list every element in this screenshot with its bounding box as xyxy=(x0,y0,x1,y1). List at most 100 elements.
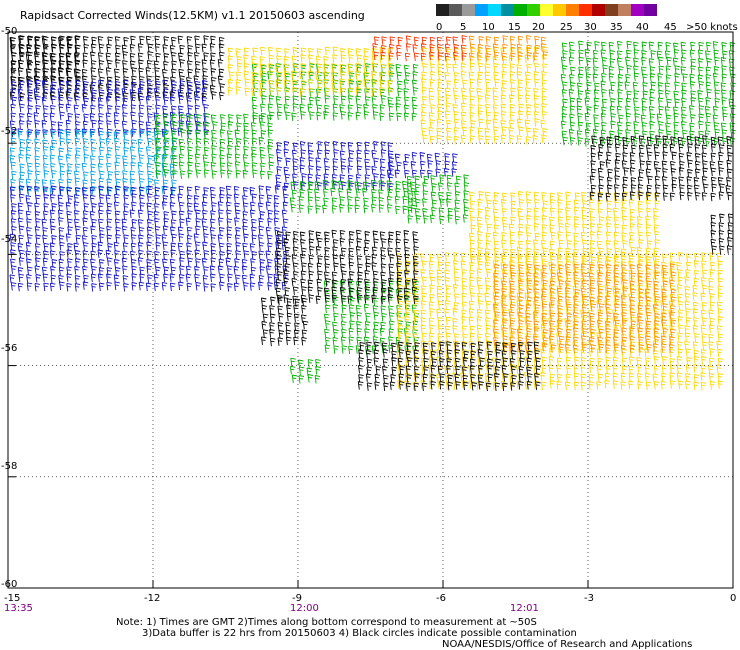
wind-barb xyxy=(201,43,208,53)
wind-barb xyxy=(66,282,72,292)
wind-barb xyxy=(333,329,339,338)
wind-barb xyxy=(204,113,211,122)
wind-barb xyxy=(570,66,576,76)
wind-barb xyxy=(469,200,476,209)
wind-barb xyxy=(414,373,420,382)
wind-barb xyxy=(195,209,201,219)
wind-barb xyxy=(598,328,605,338)
wind-barb xyxy=(412,104,418,114)
wind-barb xyxy=(556,364,562,374)
wind-barb xyxy=(605,159,612,168)
wind-barb xyxy=(113,119,120,129)
wind-barb xyxy=(676,284,683,293)
wind-barb xyxy=(565,349,572,358)
wind-barb xyxy=(446,63,452,72)
wind-barb xyxy=(525,136,532,145)
wind-barb xyxy=(677,293,683,302)
wind-barb xyxy=(646,191,652,201)
wind-barb xyxy=(275,63,281,73)
wind-barb xyxy=(66,273,72,282)
wind-barb xyxy=(469,325,476,335)
wind-barb xyxy=(145,282,152,292)
wind-barb xyxy=(260,130,267,139)
wind-barb xyxy=(317,141,323,150)
wind-barb xyxy=(581,191,587,201)
wind-barb xyxy=(276,87,283,96)
wind-barb xyxy=(34,226,41,235)
wind-barb xyxy=(605,240,612,249)
wind-barb xyxy=(630,135,637,145)
wind-barb xyxy=(644,253,651,262)
wind-barb xyxy=(436,36,443,46)
wind-barb xyxy=(66,138,72,148)
wind-barb xyxy=(593,104,600,114)
wind-barb xyxy=(202,67,208,77)
wind-barb xyxy=(725,185,732,194)
wind-barb xyxy=(492,118,499,127)
wind-barb xyxy=(436,118,443,127)
wind-barb xyxy=(437,316,443,326)
wind-barb xyxy=(477,104,484,113)
wind-barb xyxy=(501,52,507,62)
wind-barb xyxy=(129,170,136,180)
wind-barb xyxy=(437,253,443,263)
wind-barb xyxy=(163,273,169,282)
wind-barb xyxy=(533,95,540,104)
wind-barb xyxy=(470,342,477,352)
wind-barb xyxy=(558,343,565,353)
wind-barb xyxy=(58,96,64,105)
wind-barb xyxy=(147,43,154,53)
wind-barb xyxy=(307,359,314,368)
wind-barb xyxy=(657,97,664,106)
wind-barb xyxy=(340,87,346,97)
wind-barb xyxy=(203,283,209,292)
wind-barb xyxy=(268,95,275,104)
wind-barb xyxy=(90,170,96,180)
wind-barb xyxy=(308,70,314,80)
wind-barb xyxy=(420,269,426,278)
wind-barb xyxy=(98,60,105,69)
wind-barb xyxy=(300,182,307,191)
wind-barb xyxy=(18,96,24,106)
wind-barb xyxy=(26,75,32,85)
wind-barb xyxy=(541,381,547,390)
wind-barb xyxy=(413,52,420,61)
wind-barb xyxy=(518,373,525,383)
wind-barb xyxy=(642,90,649,100)
wind-barb xyxy=(684,325,690,334)
wind-barb xyxy=(281,226,288,235)
wind-barb xyxy=(43,194,49,203)
wind-barb xyxy=(682,73,688,82)
wind-barb xyxy=(584,112,591,122)
wind-barb xyxy=(638,319,644,328)
wind-barb xyxy=(600,129,607,139)
wind-barb xyxy=(461,292,468,302)
wind-barb xyxy=(185,120,192,129)
wind-barb xyxy=(145,95,152,105)
wind-barb xyxy=(333,312,339,322)
wind-barb xyxy=(690,65,696,74)
wind-barb xyxy=(341,345,348,354)
wind-barb xyxy=(599,136,605,146)
wind-barb xyxy=(493,280,499,289)
wind-barb xyxy=(194,104,201,114)
wind-barb xyxy=(518,198,525,208)
wind-barb xyxy=(187,169,193,179)
wind-barb xyxy=(641,106,648,115)
wind-barb xyxy=(162,185,169,195)
wind-barb xyxy=(105,67,112,76)
wind-barb xyxy=(510,248,516,258)
wind-barb xyxy=(533,71,540,80)
wind-barb xyxy=(508,134,515,144)
wind-barb xyxy=(114,267,121,276)
wind-barb xyxy=(437,300,444,310)
wind-barb xyxy=(641,122,648,131)
wind-barb xyxy=(711,245,717,254)
wind-barb xyxy=(430,342,437,351)
wind-barb xyxy=(646,207,652,217)
wind-barb xyxy=(662,184,669,194)
wind-barb xyxy=(75,44,81,53)
wind-barb xyxy=(541,303,548,312)
wind-barb xyxy=(323,188,329,197)
wind-barb xyxy=(444,43,451,53)
